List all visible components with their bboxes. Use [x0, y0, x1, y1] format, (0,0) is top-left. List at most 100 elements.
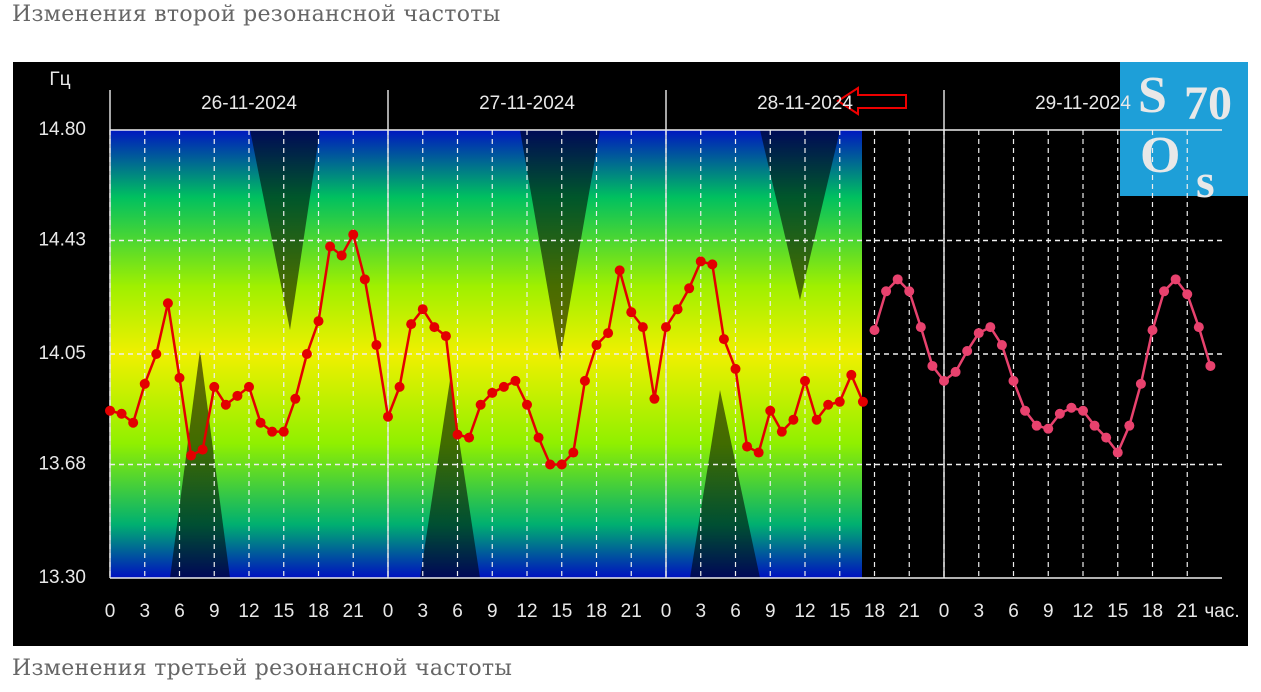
- x-tick-label: 3: [973, 601, 984, 622]
- point: [440, 331, 451, 342]
- point: [545, 459, 556, 470]
- x-tick-label: 6: [174, 601, 185, 622]
- point: [116, 408, 127, 419]
- point: [429, 322, 440, 333]
- point: [927, 360, 938, 371]
- point: [325, 241, 336, 252]
- point: [533, 432, 544, 443]
- point: [348, 229, 359, 240]
- point: [939, 375, 949, 386]
- point: [244, 381, 254, 392]
- point: [278, 426, 289, 437]
- x-tick-label: 3: [417, 601, 428, 622]
- point: [962, 346, 973, 357]
- point: [568, 447, 579, 458]
- point: [1054, 408, 1065, 419]
- y-tick-label: 14.80: [38, 119, 86, 140]
- arrow: [836, 86, 907, 116]
- point: [915, 322, 926, 333]
- point: [591, 340, 602, 351]
- x-tick-label: 0: [661, 601, 672, 622]
- point: [637, 322, 648, 333]
- x-tick-label: 21: [1177, 601, 1198, 622]
- point: [904, 286, 915, 297]
- point: [267, 426, 278, 437]
- y-axis-label: Гц: [49, 69, 70, 90]
- point: [869, 325, 880, 336]
- point: [834, 396, 845, 407]
- point: [1078, 405, 1088, 416]
- point: [626, 307, 637, 318]
- point: [255, 417, 266, 428]
- x-tick-label: 18: [308, 601, 329, 622]
- point: [742, 441, 753, 452]
- point: [649, 393, 660, 404]
- x-axis-label: час.: [1204, 601, 1239, 622]
- point: [186, 450, 197, 461]
- x-tick-label: 0: [383, 601, 394, 622]
- point: [313, 316, 324, 327]
- point: [823, 399, 834, 410]
- x-tick-label: 15: [829, 601, 850, 622]
- point: [1182, 289, 1193, 300]
- day-label: 29-11-2024: [1035, 93, 1131, 114]
- point: [695, 256, 706, 267]
- point: [556, 459, 567, 470]
- point: [220, 399, 231, 410]
- logo-box: [1120, 62, 1248, 196]
- day-label: 28-11-2024: [757, 93, 853, 114]
- point: [1020, 405, 1031, 416]
- point: [950, 366, 961, 377]
- x-tick-label: 12: [238, 601, 259, 622]
- x-tick-label: 12: [1072, 601, 1093, 622]
- point: [857, 396, 868, 407]
- logo-text: s: [1196, 155, 1215, 208]
- point: [1066, 402, 1077, 413]
- point: [359, 274, 370, 285]
- logo-text: O: [1140, 127, 1180, 184]
- point: [765, 405, 776, 416]
- caption-bottom: Изменения третьей резонансной частоты: [12, 656, 513, 681]
- point: [718, 334, 729, 345]
- spectrogram-wedges: [170, 130, 840, 578]
- point: [1193, 322, 1204, 333]
- point: [1089, 420, 1100, 431]
- point: [811, 414, 822, 425]
- x-tick-label: 15: [273, 601, 294, 622]
- point: [162, 298, 173, 309]
- x-tick-label: 6: [730, 601, 741, 622]
- x-tick-label: 21: [899, 601, 920, 622]
- point: [452, 429, 463, 440]
- point: [776, 426, 787, 437]
- point: [881, 286, 892, 297]
- y-tick-label: 14.05: [38, 343, 86, 364]
- caption-top: Изменения второй резонансной частоты: [12, 2, 501, 27]
- point: [846, 369, 857, 380]
- point: [800, 375, 810, 386]
- point: [730, 363, 741, 374]
- point: [417, 304, 428, 315]
- point: [394, 381, 405, 392]
- x-tick-label: 0: [105, 601, 116, 622]
- line: [873, 277, 1212, 455]
- x-tick-label: 12: [516, 601, 537, 622]
- point: [487, 387, 498, 398]
- point: [464, 432, 475, 443]
- point: [996, 340, 1007, 351]
- point: [383, 411, 393, 422]
- logo-text: S: [1138, 67, 1167, 124]
- x-tick-label: 18: [864, 601, 885, 622]
- day-label: 27-11-2024: [479, 93, 575, 114]
- x-tick-label: 15: [551, 601, 572, 622]
- point: [788, 414, 799, 425]
- point: [1008, 375, 1019, 386]
- point: [1205, 360, 1216, 371]
- x-tick-label: 12: [794, 601, 815, 622]
- logo-text: 70: [1184, 77, 1232, 130]
- point: [406, 319, 417, 330]
- point: [174, 372, 185, 383]
- point: [128, 417, 139, 428]
- point: [985, 322, 996, 333]
